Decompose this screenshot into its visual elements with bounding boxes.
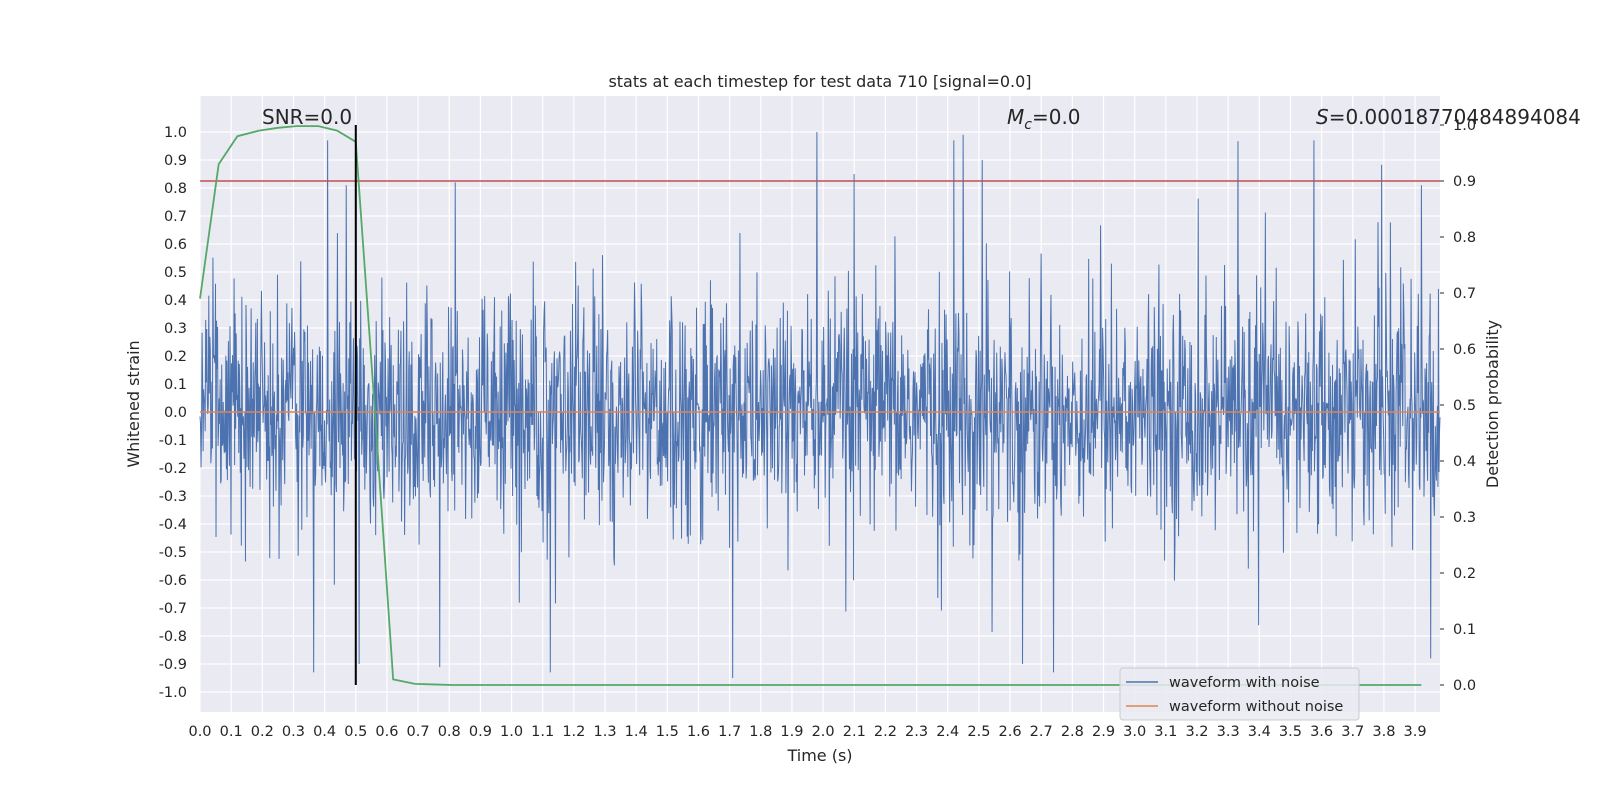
x-tick-label: 3.0 [1123,724,1146,740]
x-tick-label: 1.5 [656,724,679,740]
snr-annotation: SNR=0.0 [262,105,352,129]
mc-annotation: Mc=0.0 [1007,105,1081,133]
x-tick-label: 0.0 [188,724,211,740]
x-tick-label: 0.2 [251,724,274,740]
x-tick-label: 0.5 [344,724,367,740]
x-tick-label: 3.6 [1310,724,1333,740]
legend-clean-label: waveform without noise [1169,699,1343,715]
y2-tick-label: 0.1 [1453,622,1476,638]
x-tick-label: 2.4 [936,724,959,740]
x-tick-label: 0.9 [469,724,492,740]
s-value: =0.00018770484894084 [1329,105,1581,129]
series-waveform-with-noise [199,131,1441,679]
x-tick-label: 2.2 [874,724,897,740]
x-tick-label: 1.2 [562,724,585,740]
y2-tick-label: 0.6 [1453,342,1476,358]
legend: waveform with noise waveform without noi… [1119,667,1360,721]
ticks: 0.0 0.1 0.2 0.3 0.4 0.5 0.6 0.7 0.8 0.9 1.0 1.1 1.2 1… [159,118,1476,740]
x-tick-label: 2.8 [1061,724,1084,740]
y2-tick-label: 0.2 [1453,566,1476,582]
y-tick-label: -0.5 [159,545,187,561]
x-tick-label: 2.7 [1030,724,1053,740]
y2-tick-label: 0.5 [1453,398,1476,414]
x-tick-label: 1.1 [531,724,554,740]
x-tick-label: 0.3 [282,724,305,740]
chart-title: stats at each timestep for test data 710… [608,72,1031,91]
y-tick-label: -0.8 [159,629,187,645]
grid [199,96,1440,712]
y-tick-label: 0.4 [164,293,187,309]
x-tick-label: 1.3 [593,724,616,740]
x-tick-label: 3.2 [1185,724,1208,740]
legend-box [1119,667,1360,721]
y-tick-label: 0.7 [164,209,187,225]
y-tick-label: -0.9 [159,657,187,673]
y-tick-label: -0.6 [159,573,187,589]
x-tick-label: 3.1 [1154,724,1177,740]
x-tick-label: 2.0 [812,724,835,740]
y-tick-label: 0.9 [164,153,187,169]
x-tick-label: 0.1 [220,724,243,740]
x-tick-label: 2.1 [843,724,866,740]
y2-axis-label: Detection probability [1483,320,1502,488]
y-tick-label: 0.0 [164,405,187,421]
x-axis-label: Time (s) [786,746,852,765]
y2-tick-label: 1.0 [1453,118,1476,134]
x-tick-label: 0.4 [313,724,336,740]
y2-tick-label: 0.9 [1453,174,1476,190]
y2-tick-label: 0.0 [1453,678,1476,694]
mc-subscript: c [1024,117,1032,133]
x-tick-label: 2.9 [1092,724,1115,740]
y2-tick-label: 0.8 [1453,230,1476,246]
series-detection-probability [199,125,1422,686]
x-tick-label: 0.7 [407,724,430,740]
x-tick-label: 1.4 [625,724,648,740]
x-tick-label: 1.8 [749,724,772,740]
y-tick-label: 0.2 [164,349,187,365]
y-tick-label: -0.1 [159,433,187,449]
y-tick-label: 0.5 [164,265,187,281]
y2-tick-label: 0.7 [1453,286,1476,302]
x-tick-label: 1.6 [687,724,710,740]
y-tick-label: -1.0 [159,685,187,701]
y-tick-label: 0.1 [164,377,187,393]
x-tick-label: 2.3 [905,724,928,740]
x-tick-label: 1.0 [500,724,523,740]
x-tick-label: 2.6 [999,724,1022,740]
x-tick-label: 3.5 [1279,724,1302,740]
x-tick-label: 3.8 [1372,724,1395,740]
x-tick-label: 0.8 [438,724,461,740]
x-tick-label: 0.6 [375,724,398,740]
x-tick-label: 1.7 [718,724,741,740]
y-axis-label: Whitened strain [124,340,143,467]
x-tick-label: 3.7 [1341,724,1364,740]
x-tick-label: 3.3 [1217,724,1240,740]
x-tick-label: 1.9 [780,724,803,740]
data-layer [199,125,1441,686]
y2-tick-label: 0.4 [1453,454,1476,470]
y-tick-label: -0.3 [159,489,187,505]
y-tick-label: 0.6 [164,237,187,253]
y-tick-label: 1.0 [164,125,187,141]
x-tick-label: 3.9 [1404,724,1427,740]
x-tick-label: 3.4 [1248,724,1271,740]
y-tick-label: -0.4 [159,517,187,533]
y-tick-label: -0.7 [159,601,187,617]
s-annotation: S=0.00018770484894084 [1316,105,1581,129]
s-symbol: S [1316,105,1329,129]
y-tick-label: 0.3 [164,321,187,337]
mc-value: =0.0 [1032,105,1081,129]
legend-noise-label: waveform with noise [1169,675,1320,691]
y2-tick-label: 0.3 [1453,510,1476,526]
y-tick-label: -0.2 [159,461,187,477]
x-tick-label: 2.5 [967,724,990,740]
mc-symbol: M [1007,105,1024,129]
y-tick-label: 0.8 [164,181,187,197]
